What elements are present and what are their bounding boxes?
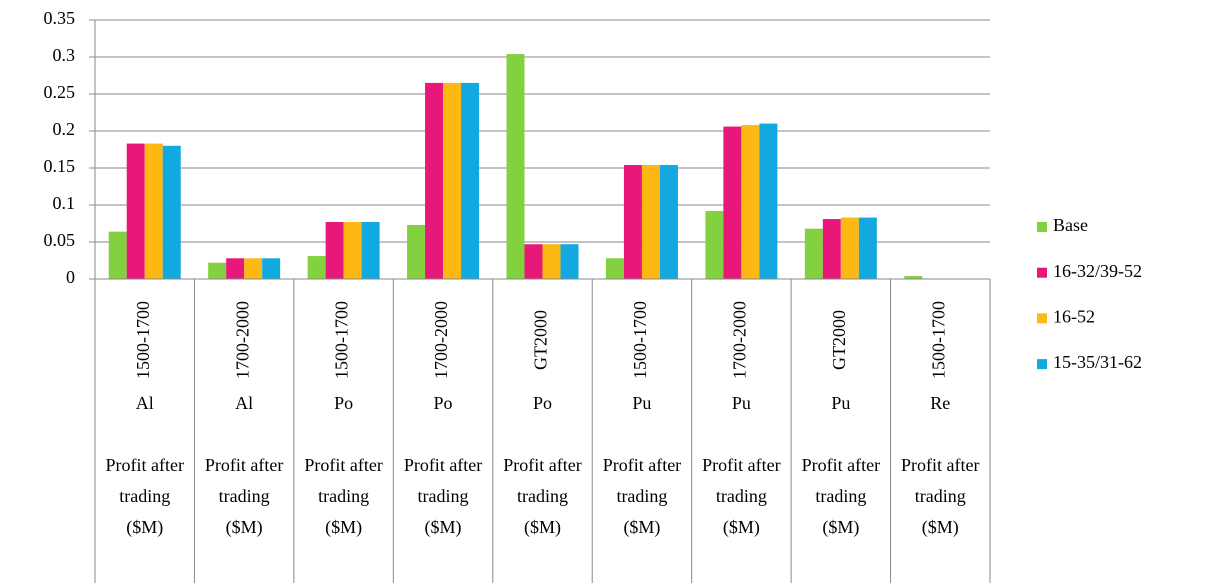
legend-label: Base xyxy=(1053,215,1088,235)
x-metric-label: Profit after trading ($M) xyxy=(403,455,483,537)
bar xyxy=(144,143,163,279)
x-tick-label: 1700-2000 xyxy=(232,301,252,379)
bar xyxy=(858,217,877,279)
x-group-label: Pu xyxy=(632,393,651,413)
bar xyxy=(506,54,525,279)
bar xyxy=(325,222,344,279)
bar xyxy=(904,276,923,279)
x-group-label: Pu xyxy=(732,393,751,413)
x-metric-label: Profit after trading ($M) xyxy=(304,455,383,537)
bar xyxy=(759,123,778,279)
bar xyxy=(443,82,462,280)
x-tick-label: GT2000 xyxy=(829,310,849,370)
bar xyxy=(723,126,742,279)
bar xyxy=(208,262,227,279)
bar xyxy=(542,244,561,279)
x-tick-label: 1700-2000 xyxy=(730,301,750,379)
bar xyxy=(307,256,326,279)
y-tick-label: 0.35 xyxy=(44,8,76,28)
legend-swatch xyxy=(1037,222,1047,232)
x-tick-label: 1500-1700 xyxy=(928,301,948,379)
bar xyxy=(524,244,543,279)
bar xyxy=(659,165,678,279)
bar xyxy=(244,258,263,279)
metric-text: Profit after trading ($M) xyxy=(105,455,184,537)
bar xyxy=(705,210,724,279)
metric-text: Profit after trading ($M) xyxy=(602,455,682,537)
bar xyxy=(126,143,145,279)
x-tick-label: 1500-1700 xyxy=(133,301,153,379)
bar xyxy=(361,222,380,279)
bar xyxy=(108,231,127,279)
y-tick-label: 0.2 xyxy=(53,119,76,139)
bar xyxy=(804,228,823,279)
x-metric-label: Profit after trading ($M) xyxy=(801,455,881,537)
x-group-label: Pu xyxy=(831,393,850,413)
legend-label: 16-32/39-52 xyxy=(1053,261,1142,281)
legend-swatch xyxy=(1037,359,1047,370)
x-metric-label: Profit after trading ($M) xyxy=(901,455,980,537)
bar xyxy=(560,244,579,279)
bar xyxy=(425,82,444,280)
x-tick-label: 1500-1700 xyxy=(332,301,352,379)
legend-swatch xyxy=(1037,267,1047,278)
x-metric-label: Profit after trading ($M) xyxy=(204,455,284,537)
x-group-label: Po xyxy=(434,393,453,413)
bar xyxy=(641,165,660,279)
bar xyxy=(262,258,281,279)
legend-swatch xyxy=(1037,313,1047,324)
x-group-label: Al xyxy=(235,393,253,413)
metric-text: Profit after trading ($M) xyxy=(801,455,881,537)
x-metric-label: Profit after trading ($M) xyxy=(602,455,682,537)
bar xyxy=(840,217,859,279)
y-tick-label: 0 xyxy=(66,267,75,287)
x-tick-label: 1500-1700 xyxy=(630,301,650,379)
x-metric-label: Profit after trading ($M) xyxy=(702,455,781,537)
metric-text: Profit after trading ($M) xyxy=(204,455,284,537)
y-tick-label: 0.1 xyxy=(53,193,76,213)
bar xyxy=(226,258,245,279)
y-tick-label: 0.15 xyxy=(44,156,76,176)
metric-text: Profit after trading ($M) xyxy=(403,455,483,537)
x-group-label: Po xyxy=(334,393,353,413)
bar xyxy=(461,82,480,280)
x-metric-label: Profit after trading ($M) xyxy=(105,455,184,537)
bar xyxy=(343,222,362,279)
x-metric-label: Profit after trading ($M) xyxy=(503,455,582,537)
bar xyxy=(741,125,760,279)
legend-label: 15-35/31-62 xyxy=(1053,352,1142,372)
x-tick-label: 1700-2000 xyxy=(431,301,451,379)
y-tick-label: 0.3 xyxy=(53,45,76,65)
x-tick-label: GT2000 xyxy=(531,310,551,370)
y-tick-label: 0.05 xyxy=(44,230,76,250)
bar xyxy=(407,224,426,279)
legend-label: 16-52 xyxy=(1053,307,1095,327)
metric-text: Profit after trading ($M) xyxy=(901,455,980,537)
y-tick-label: 0.25 xyxy=(44,82,76,102)
bar xyxy=(162,145,181,279)
bar xyxy=(822,219,841,279)
x-group-label: Re xyxy=(930,393,950,413)
metric-text: Profit after trading ($M) xyxy=(304,455,383,537)
x-group-label: Po xyxy=(533,393,552,413)
metric-text: Profit after trading ($M) xyxy=(503,455,582,537)
bar xyxy=(623,165,642,279)
x-group-label: Al xyxy=(136,393,154,413)
metric-text: Profit after trading ($M) xyxy=(702,455,781,537)
bar xyxy=(605,258,624,279)
